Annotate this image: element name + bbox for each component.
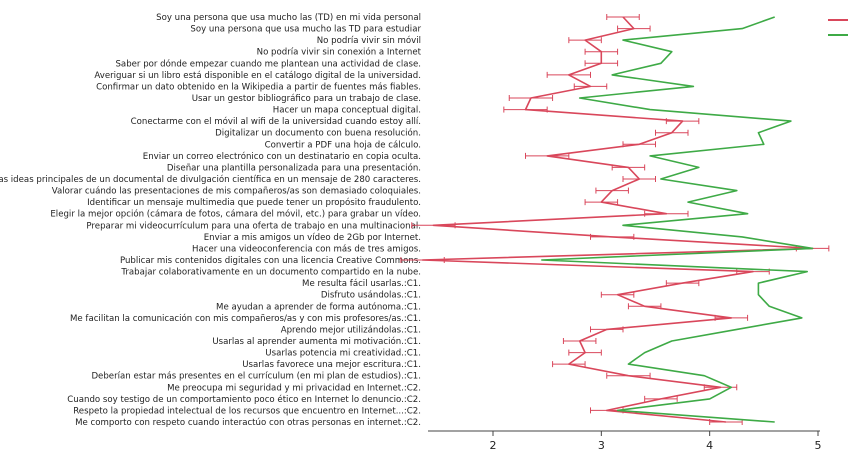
category-label: Usarlas favorece una mejor escritura.:C1… xyxy=(242,360,421,370)
category-label: Trabajar colaborativamente en un documen… xyxy=(120,268,421,278)
category-label: Hacer un mapa conceptual digital. xyxy=(273,106,421,116)
category-label: Diseñar una plantilla personalizada para… xyxy=(167,162,421,173)
category-label: Disfruto usándolas.:C1. xyxy=(321,291,421,301)
category-label: Me comporto con respeto cuando interactú… xyxy=(75,418,421,428)
category-label: Averiguar si un libro está disponible en… xyxy=(94,71,421,81)
category-label: Deberían estar más presentes en el currí… xyxy=(91,372,421,382)
x-tick-label: 5 xyxy=(815,439,822,452)
category-label: Aprendo mejor utilizándolas.:C1. xyxy=(281,325,421,335)
category-label: Me preocupa mi seguridad y mi privacidad… xyxy=(167,383,421,393)
category-label: Soy una persona que usa mucho las TD par… xyxy=(190,25,421,35)
category-label: Valorar cuándo las presentaciones de mis… xyxy=(52,187,421,197)
series-line xyxy=(421,16,814,423)
category-label: Digitalizar un documento con buena resol… xyxy=(215,128,421,139)
category-label: Cuando soy testigo de un comportamiento … xyxy=(67,394,421,405)
category-label: Elegir la mejor opción (cámara de fotos,… xyxy=(50,209,421,220)
category-label: No podría vivir sin conexión a Internet xyxy=(257,47,422,58)
category-label: · las ideas principales de un documental… xyxy=(0,174,421,185)
category-labels: Soy una persona que usa mucho las (TD) e… xyxy=(0,13,422,428)
legend xyxy=(828,19,848,36)
category-label: No podría vivir sin móvil xyxy=(317,35,421,46)
category-label: Me ayudan a aprender de forma autónoma.:… xyxy=(216,301,421,312)
x-tick-label: 3 xyxy=(598,439,605,452)
category-label: Respeto la propiedad intelectual de los … xyxy=(73,406,421,416)
series-line xyxy=(540,16,814,423)
category-label: Conectarme con el móvil al wifi de la un… xyxy=(131,116,421,127)
category-label: Saber por dónde empezar cuando me plante… xyxy=(115,58,421,69)
category-label: Me resulta fácil usarlas.:C1. xyxy=(302,279,421,289)
category-label: Preparar mi videocurrículum para una ofe… xyxy=(86,221,421,231)
category-label: Publicar mis contenidos digitales con un… xyxy=(120,256,421,266)
category-label: Confirmar un dato obtenido en la Wikiped… xyxy=(96,82,421,92)
category-label: Usarlas al aprender aumenta mi motivació… xyxy=(212,336,421,347)
category-label: Identificar un mensaje multimedia que pu… xyxy=(87,197,421,208)
category-label: Enviar a mis amigos un vídeo de 2Gb por … xyxy=(204,233,421,243)
x-tick-label: 4 xyxy=(706,439,713,452)
category-label: Enviar un correo electrónico con un dest… xyxy=(143,151,421,162)
x-axis: 2 3 4 5 xyxy=(428,430,822,452)
series-1 xyxy=(400,14,830,425)
plot-area xyxy=(400,14,830,425)
category-label: Usar un gestor bibliográfico para un tra… xyxy=(192,94,421,104)
category-label: Me facilitan la comunicación con mis com… xyxy=(70,313,421,324)
category-label: Usarlas potencia mi creatividad.:C1. xyxy=(265,349,421,359)
category-label: Convertir a PDF una hoja de cálculo. xyxy=(265,140,421,150)
category-label: Soy una persona que usa mucho las (TD) e… xyxy=(156,13,421,23)
series-2 xyxy=(540,16,814,423)
category-label: Hacer una videoconferencia con más de tr… xyxy=(192,244,421,254)
x-tick-label: 2 xyxy=(490,439,497,452)
